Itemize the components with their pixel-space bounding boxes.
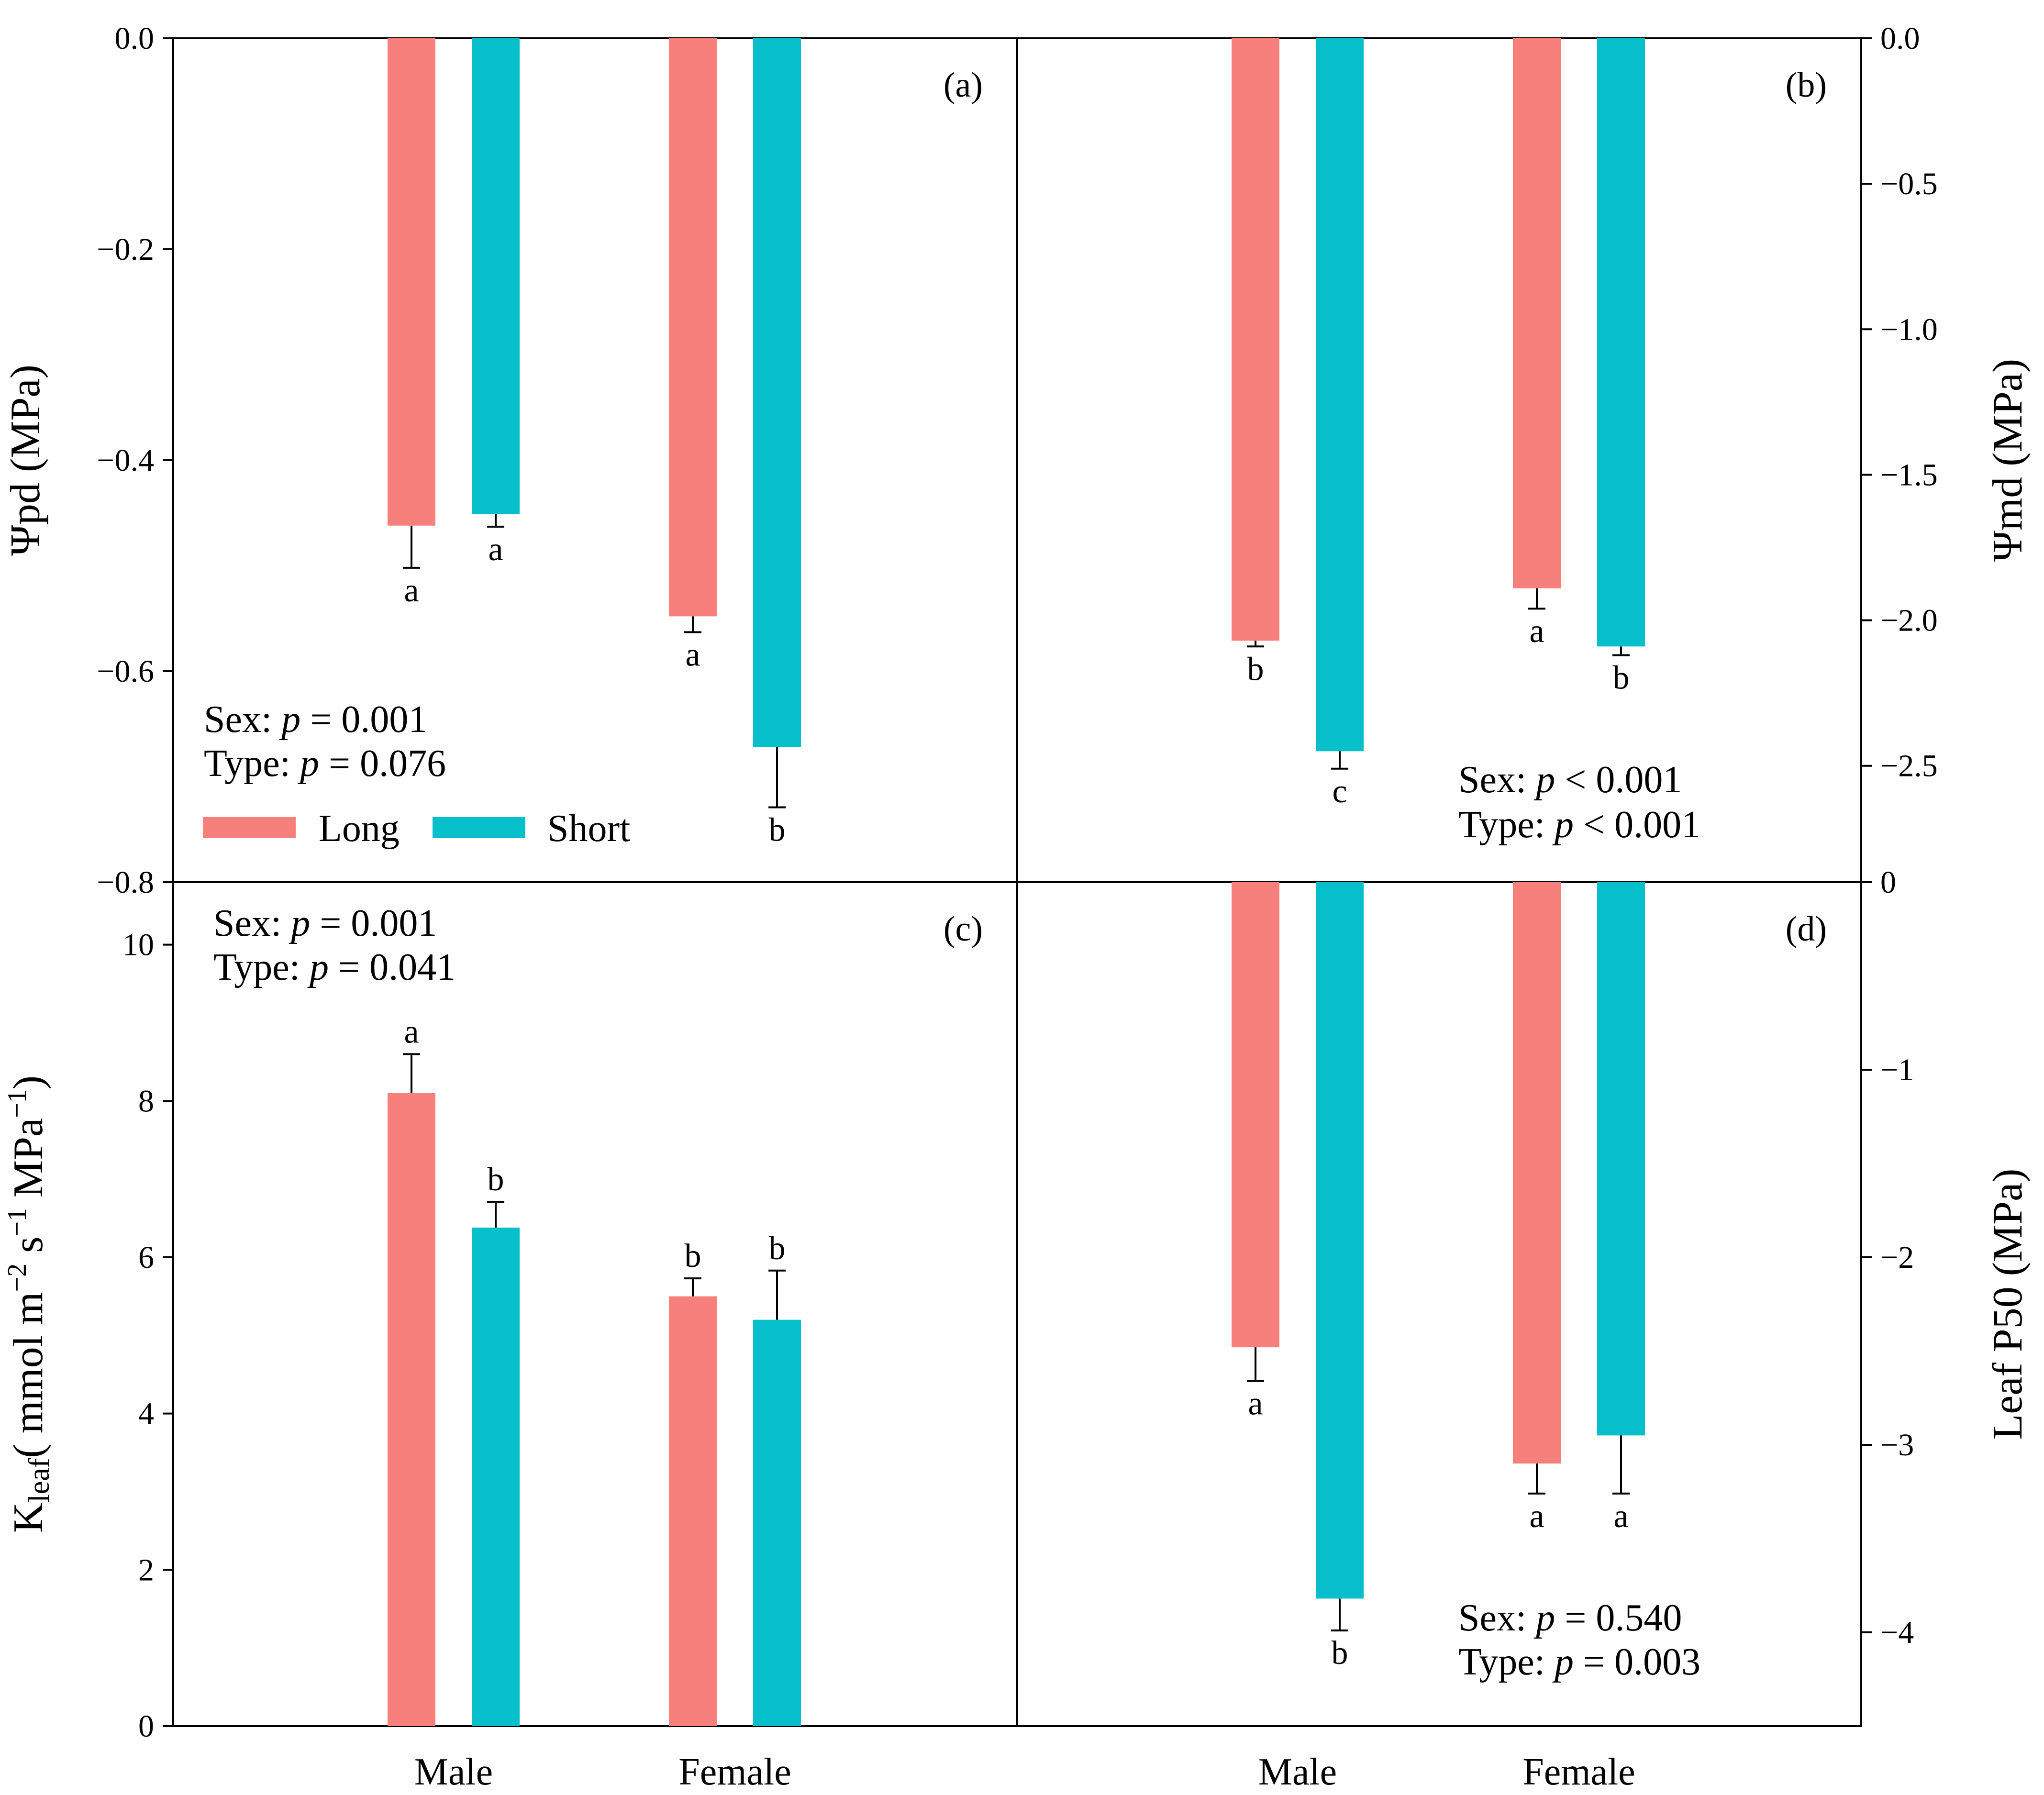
panel-b-ytick-label: −0.5: [1880, 166, 1938, 201]
x-label-male-left: Male: [414, 1751, 493, 1793]
panel-a-sig-letter-female-short: b: [769, 811, 786, 848]
panel-a-ytick-label: −0.8: [97, 865, 154, 900]
panel-b-sig-letter-female-long: a: [1529, 613, 1544, 650]
x-label-female-right: Female: [1522, 1751, 1635, 1793]
panel-a-ytick-label: −0.2: [97, 232, 154, 267]
kleaf-main: K: [5, 1503, 52, 1533]
panel-b-sig-letter-female-short: b: [1613, 660, 1630, 697]
kleaf-sub: leaf: [23, 1458, 56, 1502]
panel-a-sig-letter-male-short: a: [488, 531, 503, 568]
panel-c-ytick-label: 4: [138, 1396, 154, 1431]
kleaf-units-end: ): [5, 1075, 52, 1089]
panel-b-bar-male-long: [1232, 38, 1279, 641]
svg-text:Type: p = 0.041: Type: p = 0.041: [213, 946, 455, 988]
panel-a-label: (a): [944, 66, 983, 105]
panel-c-bar-female-short: [753, 1319, 801, 1726]
kleaf-units-mpa: MPa: [5, 1118, 52, 1208]
panel-d-stats: Sex: p = 0.540 Type: p = 0.003: [1458, 1597, 1700, 1683]
panel-a-bar-female-long: [669, 38, 717, 617]
svg-text:Type: p < 0.001: Type: p < 0.001: [1458, 804, 1700, 846]
panel-b-sig-letter-male-short: c: [1332, 773, 1347, 810]
legend-swatch-long: [203, 817, 296, 838]
panel-a-stats: Sex: p = 0.001 Type: p = 0.076: [204, 698, 446, 785]
x-label-female-left: Female: [678, 1751, 791, 1793]
panel-b-sig-letter-male-long: b: [1247, 651, 1264, 687]
chart-marks: 0.0 −0.2 −0.4 −0.6 −0.8 a a a b 0.0 −0.5 −1.0 −1.5 −2…: [97, 21, 1937, 1744]
panel-b-ytick-label: 0.0: [1880, 21, 1920, 56]
panel-d-bar-male-short: [1316, 882, 1364, 1599]
kleaf-sup1: −2: [2, 1263, 32, 1292]
panel-d-sig-letter-male-short: b: [1332, 1635, 1348, 1672]
panel-c-sig-letter-male-short: b: [488, 1161, 504, 1198]
panel-c-sig-letter-female-long: b: [685, 1238, 701, 1274]
panel-b-ytick-label: −2.0: [1880, 603, 1938, 638]
panel-a-ylabel: Ψpd (MPa): [2, 365, 49, 556]
panel-c-ytick-label: 2: [138, 1552, 154, 1587]
panel-c-bar-male-long: [388, 1093, 435, 1726]
panel-b-bar-female-short: [1597, 38, 1645, 647]
panel-b-ytick-label: −1.0: [1880, 312, 1938, 347]
x-label-male-right: Male: [1258, 1751, 1337, 1793]
panel-d-sig-letter-female-short: a: [1613, 1498, 1628, 1535]
legend-label-short: Short: [547, 808, 630, 850]
panel-d-ytick-label: −3: [1880, 1428, 1914, 1463]
panel-d-sig-letter-male-long: a: [1248, 1385, 1263, 1422]
panel-d-ytick-label: −4: [1880, 1615, 1914, 1650]
legend-swatch-short: [433, 817, 525, 838]
panel-c-label: (c): [944, 909, 983, 949]
panel-d-ytick-label: −2: [1880, 1240, 1914, 1275]
panel-c-frame: [172, 881, 1018, 1727]
panel-b-stats: Sex: p < 0.001 Type: p < 0.001: [1458, 759, 1700, 846]
panel-b-ylabel: Ψmd (MPa): [1985, 359, 2031, 562]
panel-d-ytick-label: 0: [1880, 865, 1896, 900]
panel-c-ytick-label: 10: [122, 928, 154, 963]
kleaf-units-s: s: [5, 1237, 52, 1263]
legend: Long Short: [203, 808, 630, 850]
panel-c-stats: Sex: p = 0.001 Type: p = 0.041: [213, 902, 455, 988]
panel-a-ytick-label: −0.6: [97, 654, 154, 689]
svg-text:Type: p = 0.003: Type: p = 0.003: [1458, 1641, 1700, 1683]
panel-c-ylabel: Kleaf( mmol m−2 s−1 MPa−1): [2, 1075, 56, 1533]
panel-b-label: (b): [1786, 66, 1827, 105]
panel-c-sig-letter-female-short: b: [769, 1230, 786, 1267]
legend-label-long: Long: [319, 808, 400, 850]
svg-text:Type: p = 0.076: Type: p = 0.076: [204, 742, 446, 785]
panel-a-ytick-label: 0.0: [115, 21, 155, 56]
panel-a-bar-female-short: [753, 38, 801, 747]
panel-d-ytick-label: −1: [1880, 1053, 1914, 1087]
panel-c-bar-female-long: [669, 1296, 717, 1726]
panel-c-sig-letter-male-long: a: [404, 1013, 419, 1050]
svg-text:Sex: p = 0.540: Sex: p = 0.540: [1458, 1597, 1682, 1639]
svg-text:Sex: p = 0.001: Sex: p = 0.001: [204, 698, 427, 741]
panel-d-bar-male-long: [1232, 882, 1279, 1348]
kleaf-sup2: −1: [2, 1208, 32, 1237]
panel-a-sig-letter-female-long: a: [685, 636, 700, 673]
panel-b-ytick-label: −1.5: [1880, 457, 1938, 492]
panel-c-bar-male-short: [472, 1227, 520, 1726]
svg-text:Sex: p < 0.001: Sex: p < 0.001: [1458, 759, 1682, 801]
panel-c-ytick-label: 8: [138, 1084, 154, 1119]
panel-b-bar-female-long: [1513, 38, 1561, 588]
panel-c-ytick-label: 6: [138, 1240, 154, 1275]
panel-d-frame: [1016, 881, 1862, 1727]
panel-b-bar-male-short: [1316, 38, 1364, 752]
panel-c-ytick-label: 0: [138, 1709, 154, 1744]
panel-a-ytick-label: −0.4: [97, 443, 154, 478]
panel-a-bar-male-long: [388, 38, 435, 526]
panel-d-ylabel: Leaf P50 (MPa): [1985, 1169, 2031, 1440]
panel-d-sig-letter-female-long: a: [1529, 1498, 1544, 1535]
panel-d-label: (d): [1786, 909, 1827, 949]
kleaf-sup3: −1: [2, 1089, 32, 1118]
panel-b-frame: [1016, 37, 1862, 883]
kleaf-units: ( mmol m: [5, 1292, 52, 1458]
panel-a-bar-male-short: [472, 38, 520, 514]
panel-a-sig-letter-male-long: a: [404, 572, 419, 609]
panel-d-bar-female-long: [1513, 882, 1561, 1464]
panel-b-ytick-label: −2.5: [1880, 749, 1938, 784]
svg-text:Sex: p = 0.001: Sex: p = 0.001: [213, 902, 437, 944]
panel-d-bar-female-short: [1597, 882, 1645, 1436]
